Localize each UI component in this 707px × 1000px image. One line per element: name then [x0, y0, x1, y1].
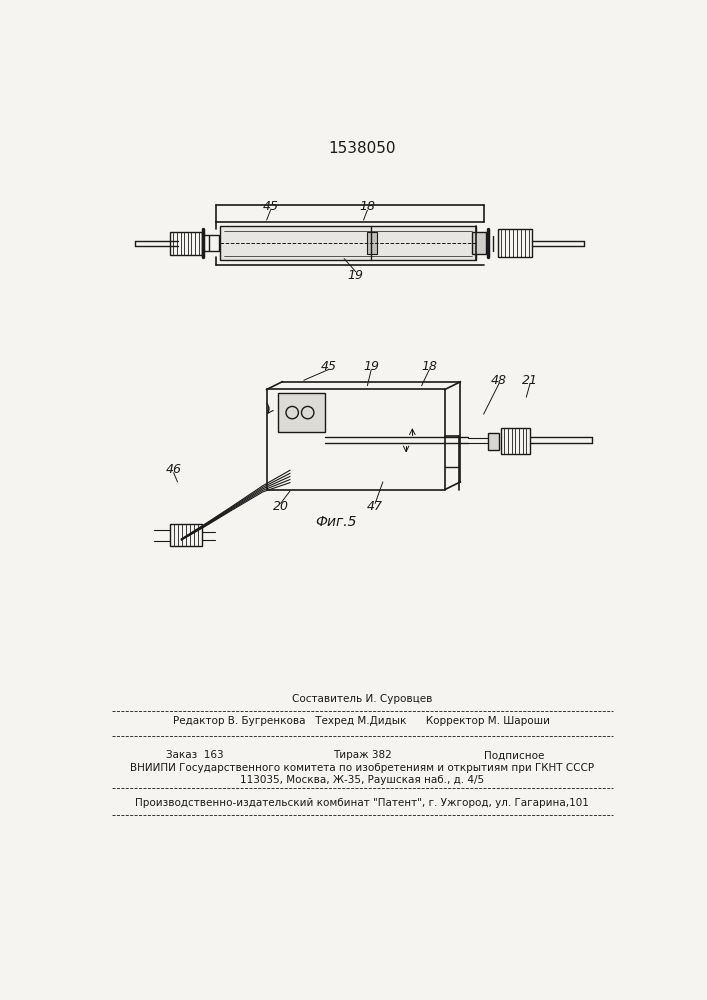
Text: 45: 45: [262, 200, 279, 213]
Text: 18: 18: [421, 360, 438, 373]
Text: 19: 19: [348, 269, 363, 282]
Bar: [220, 226, 476, 260]
Text: 20: 20: [273, 500, 288, 513]
Text: Фиг.5: Фиг.5: [315, 515, 357, 529]
Text: 21: 21: [522, 374, 538, 387]
Text: Производственно-издательский комбинат "Патент", г. Ужгород, ул. Гагарина,101: Производственно-издательский комбинат "П…: [135, 798, 589, 808]
Bar: [203, 235, 218, 251]
Text: Составитель И. Суровцев: Составитель И. Суровцев: [292, 694, 432, 704]
Text: 18: 18: [359, 200, 375, 213]
Bar: [267, 389, 445, 490]
Bar: [368, 232, 377, 254]
Text: 19: 19: [363, 360, 379, 373]
Text: Подписное: Подписное: [484, 750, 545, 760]
Text: ВНИИПИ Государственного комитета по изобретениям и открытиям при ГКНТ СССР: ВНИИПИ Государственного комитета по изоб…: [130, 763, 594, 773]
Text: 48: 48: [491, 374, 507, 387]
Bar: [472, 232, 486, 254]
Text: 46: 46: [165, 463, 182, 476]
Text: Редактор В. Бугренкова   Техред М.Дидык      Корректор М. Шароши: Редактор В. Бугренкова Техред М.Дидык Ко…: [173, 716, 551, 726]
Text: 1538050: 1538050: [328, 141, 396, 156]
Bar: [488, 433, 499, 450]
Text: 113035, Москва, Ж-35, Раушская наб., д. 4/5: 113035, Москва, Ж-35, Раушская наб., д. …: [240, 775, 484, 785]
Bar: [170, 232, 202, 255]
Bar: [498, 229, 532, 257]
Text: Заказ  163: Заказ 163: [166, 750, 223, 760]
Text: Тираж 382: Тираж 382: [332, 750, 392, 760]
Text: 45: 45: [321, 360, 337, 373]
Text: 47: 47: [367, 500, 383, 513]
Bar: [501, 428, 530, 454]
Bar: [170, 524, 202, 546]
Bar: [279, 393, 325, 432]
